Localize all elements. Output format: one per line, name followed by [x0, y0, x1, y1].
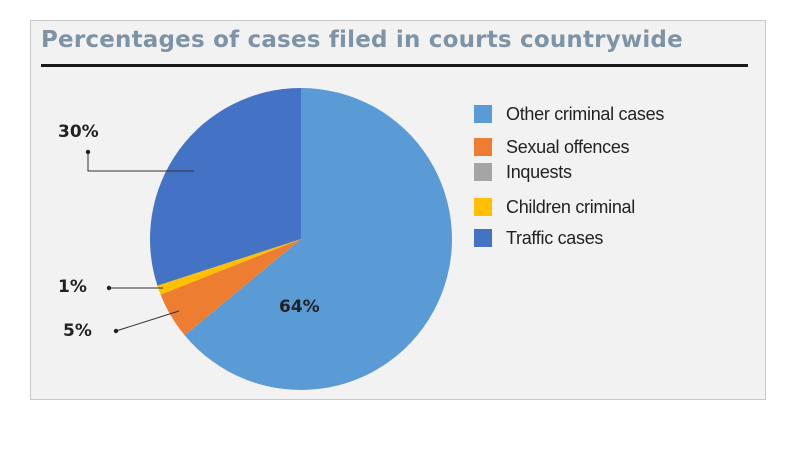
legend-label: Other criminal cases — [506, 103, 665, 124]
legend-item-children-criminal: Children criminal — [474, 196, 635, 218]
legend-label: Sexual offences — [506, 136, 630, 157]
slice-traffic-cases — [150, 88, 301, 286]
slice-other-criminal — [184, 88, 452, 390]
slice-sexual-offences — [160, 239, 301, 336]
legend-label: Inquests — [506, 161, 572, 182]
slice-label-sexual-offences: 5% — [63, 321, 92, 341]
legend-swatch — [474, 138, 492, 156]
chart-panel: Percentages of cases filed in courts cou… — [30, 20, 766, 400]
legend-swatch — [474, 105, 492, 123]
slice-children-criminal — [157, 239, 301, 295]
legend-label: Children criminal — [506, 196, 635, 217]
leader-lines — [85, 149, 194, 334]
slice-label-other-criminal: 64% — [279, 297, 320, 317]
legend-item-other-criminal: Other criminal cases — [474, 103, 664, 125]
legend-item-inquests: Inquests — [474, 161, 572, 183]
legend-item-traffic-cases: Traffic cases — [474, 227, 603, 249]
legend-swatch — [474, 163, 492, 181]
leader-dot-children-criminal — [106, 285, 112, 291]
chart-title: Percentages of cases filed in courts cou… — [41, 27, 683, 53]
leader-line-sexual-offences — [115, 310, 180, 332]
leader-line-traffic-cases — [87, 152, 194, 172]
pie-slices — [150, 88, 452, 390]
legend-swatch — [474, 229, 492, 247]
leader-dot-sexual-offences — [113, 328, 119, 334]
pie-chart — [85, 88, 452, 390]
slice-label-traffic-cases: 30% — [58, 122, 99, 142]
leader-dot-traffic-cases — [85, 149, 91, 155]
legend-label: Traffic cases — [506, 227, 604, 248]
slice-label-children-criminal: 1% — [58, 277, 87, 297]
legend-swatch — [474, 198, 492, 216]
legend-item-sexual-offences: Sexual offences — [474, 136, 630, 158]
title-divider — [41, 64, 748, 67]
